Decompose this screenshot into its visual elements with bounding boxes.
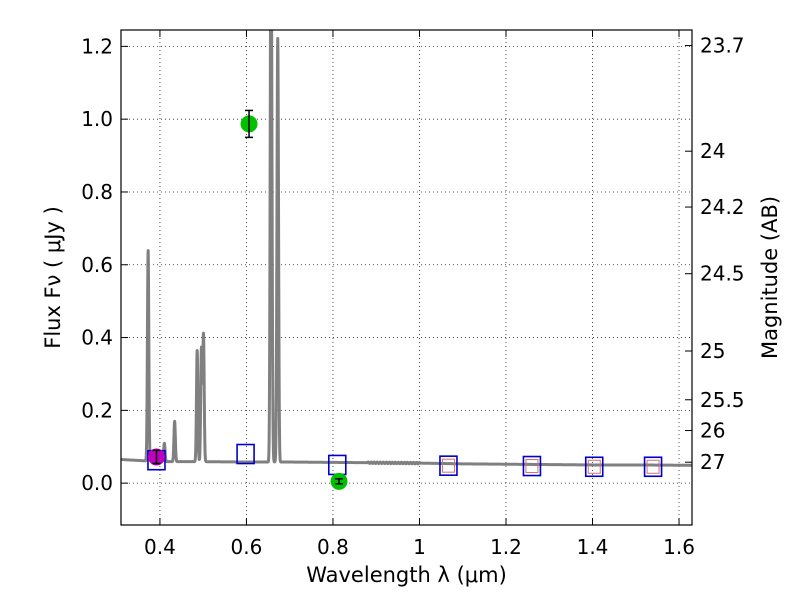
- mag-tick-label: 24: [700, 139, 725, 163]
- y-tick-label: 1.2: [81, 34, 113, 58]
- y-tick-label: 0.2: [81, 398, 113, 422]
- model-band-marker: [236, 443, 255, 465]
- mag-tick-label: 24.2: [700, 195, 745, 219]
- y-tick-label: 0.6: [81, 253, 113, 277]
- x-tick-label: 1.6: [663, 535, 695, 559]
- y-tick-label: 0.8: [81, 180, 113, 204]
- y-tick-label: 1.0: [81, 107, 113, 131]
- y2-axis-label: Magnitude (AB): [758, 196, 782, 359]
- mag-tick-label: 23.7: [700, 34, 745, 58]
- model-band-inner-marker: [587, 459, 601, 474]
- model-band-marker: [584, 456, 604, 478]
- model-band-series: [147, 443, 663, 478]
- x-tick-label: 0.4: [144, 535, 176, 559]
- x-tick-label: 0.6: [231, 535, 263, 559]
- model-band-marker: [643, 456, 663, 478]
- plot-frame: [120, 29, 693, 526]
- x-axis-label: Wavelength λ (μm): [306, 563, 507, 587]
- mag-tick-label: 25: [700, 339, 725, 363]
- grid-lines: [121, 30, 692, 525]
- mag-tick-label: 27: [700, 450, 725, 474]
- model-band-marker: [439, 455, 458, 476]
- x-tick-label: 1.2: [490, 535, 522, 559]
- x-tick-label: 1: [413, 535, 426, 559]
- model-band-inner-marker: [525, 459, 539, 474]
- axis-ticks: [121, 30, 692, 525]
- observed-series: [147, 109, 348, 490]
- mag-tick-label: 26: [700, 419, 725, 443]
- model-band-inner-marker: [441, 458, 455, 473]
- model-band-inner-marker: [646, 459, 660, 474]
- model-band-marker: [522, 455, 542, 477]
- y-tick-label: 0.4: [81, 326, 113, 350]
- axis-tick-labels: 0.4 0.6 0.8 1 1.2 1.4 1.6 0.0 0.2 0.4 0.6 0.8 1.0 1.2…: [81, 34, 744, 559]
- model-band-marker: [327, 454, 347, 476]
- spectrum-series: [121, 30, 692, 467]
- x-tick-label: 1.4: [577, 535, 609, 559]
- mag-tick-label: 24.5: [700, 262, 745, 286]
- mag-tick-label: 25.5: [700, 388, 745, 412]
- y-axis-label: Flux Fν ( μJy ): [41, 206, 65, 349]
- spectrum-line: [121, 30, 692, 467]
- y-tick-label: 0.0: [81, 471, 113, 495]
- x-tick-label: 0.8: [317, 535, 349, 559]
